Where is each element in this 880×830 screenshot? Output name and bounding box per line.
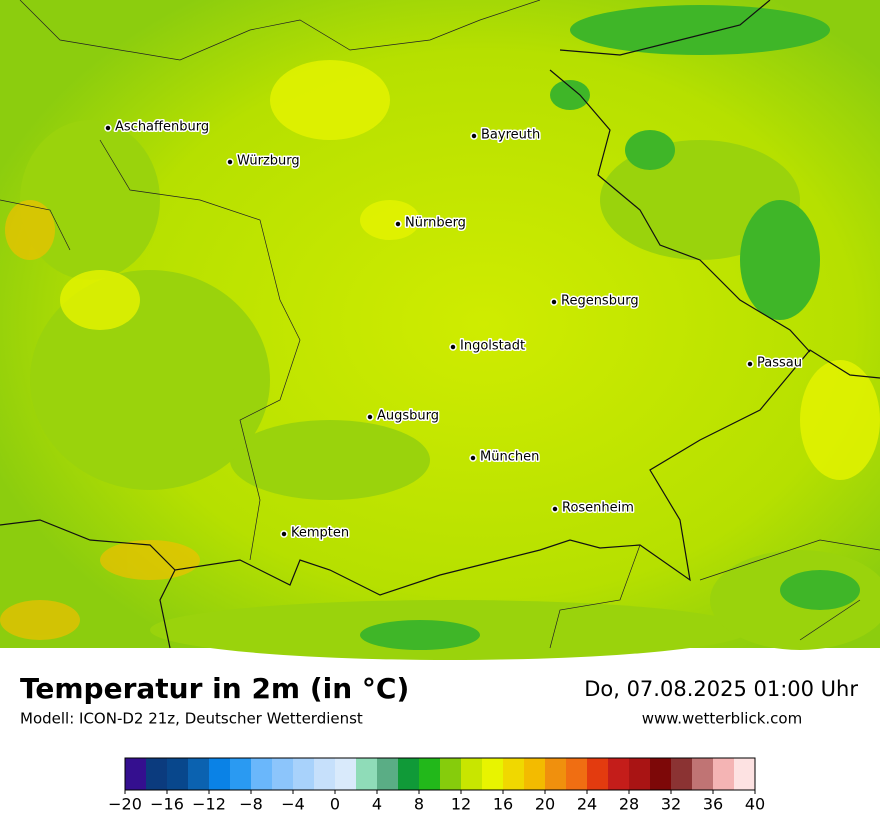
source-url: www.wetterblick.com <box>642 710 802 728</box>
subtitle: Modell: ICON-D2 21z, Deutscher Wetterdie… <box>20 710 363 728</box>
city-label: Passau <box>757 356 802 371</box>
city-label: München <box>480 450 539 465</box>
colorbar-bin <box>146 758 167 790</box>
city-dot <box>550 298 558 306</box>
city-dot <box>746 360 754 368</box>
country-border <box>159 569 176 649</box>
colorbar-bin <box>734 758 755 790</box>
colorbar-bin <box>251 758 272 790</box>
colorbar-bin <box>167 758 188 790</box>
colorbar-bin <box>482 758 503 790</box>
colorbar-tick-label: 8 <box>414 795 424 814</box>
city-layer: Aschaffenburg Würzburg Bayreuth Nürnberg Reg… <box>104 118 803 542</box>
colorbar-bin <box>461 758 482 790</box>
city-dot <box>470 132 478 140</box>
colorbar-bin <box>419 758 440 790</box>
city-dot <box>366 413 374 421</box>
colorbar-tick-label: 20 <box>535 795 555 814</box>
colorbar-bin <box>314 758 335 790</box>
colorbar-bin <box>587 758 608 790</box>
colorbar-bin <box>566 758 587 790</box>
colorbar-bin <box>272 758 293 790</box>
colorbar-tick-label: 36 <box>703 795 723 814</box>
city-dot <box>104 124 112 132</box>
colorbar-bin <box>188 758 209 790</box>
city-dot <box>226 158 234 166</box>
colorbar-tick-label: 4 <box>372 795 382 814</box>
colorbar-bin <box>377 758 398 790</box>
city-dot <box>449 343 457 351</box>
city-dot <box>394 220 402 228</box>
colorbar-bin <box>125 758 146 790</box>
forest-patches <box>360 5 860 650</box>
city-label: Nürnberg <box>405 216 466 231</box>
colorbar-tick-label: −8 <box>239 795 263 814</box>
country-border <box>0 349 880 596</box>
colorbar-bin <box>398 758 419 790</box>
colorbar-bin <box>629 758 650 790</box>
colorbar-tick-label: 32 <box>661 795 681 814</box>
colorbar-bin <box>503 758 524 790</box>
city-dot <box>469 454 477 462</box>
city-dot <box>280 530 288 538</box>
city-label: Aschaffenburg <box>115 120 209 135</box>
colorbar-bin <box>356 758 377 790</box>
colorbar-bin <box>440 758 461 790</box>
map-title: Temperatur in 2m (in °C) <box>20 672 409 705</box>
map: Aschaffenburg Würzburg Bayreuth Nürnberg Reg… <box>0 0 880 660</box>
country-border <box>559 0 771 56</box>
colorbar-tick-label: −20 <box>108 795 142 814</box>
colorbar-tick-label: 12 <box>451 795 471 814</box>
colorbar-bin <box>293 758 314 790</box>
city-label: Augsburg <box>377 409 439 424</box>
colorbar-tick-label: 24 <box>577 795 597 814</box>
city-label: Regensburg <box>561 294 639 309</box>
colorbar-tick-label: 0 <box>330 795 340 814</box>
colorbar-tick-label: −16 <box>150 795 184 814</box>
colorbar-frame <box>124 757 756 791</box>
city-dot <box>551 505 559 513</box>
colorbar-bin <box>230 758 251 790</box>
colorbar-tick-label: 16 <box>493 795 513 814</box>
colorbar-bin <box>545 758 566 790</box>
city-label: Kempten <box>291 526 349 541</box>
colorbar-tick-label: −12 <box>192 795 226 814</box>
region-border <box>0 0 880 649</box>
colorbar-bin <box>650 758 671 790</box>
warm-patches <box>60 60 880 480</box>
colorbar-bin <box>713 758 734 790</box>
country-border <box>549 69 811 353</box>
city-label: Ingolstadt <box>460 339 525 354</box>
city-label: Rosenheim <box>562 501 634 516</box>
colorbar-bin <box>671 758 692 790</box>
colorbar-tick-label: 28 <box>619 795 639 814</box>
colorbar-bin <box>608 758 629 790</box>
colorbar-tick-label: 40 <box>745 795 765 814</box>
colorbar-tick-label: −4 <box>281 795 305 814</box>
colorbar-bin <box>524 758 545 790</box>
colorbar-bin <box>209 758 230 790</box>
colorbar-bin <box>692 758 713 790</box>
date: Do, 07.08.2025 01:00 Uhr <box>584 677 858 701</box>
city-label: Bayreuth <box>481 128 540 143</box>
colorbar: −20 −16 −12 −8 −4 0 4 8 12 16 20 24 28 32 36 40 <box>108 757 765 814</box>
colorbar-bin <box>335 758 356 790</box>
city-label: Würzburg <box>237 154 300 169</box>
